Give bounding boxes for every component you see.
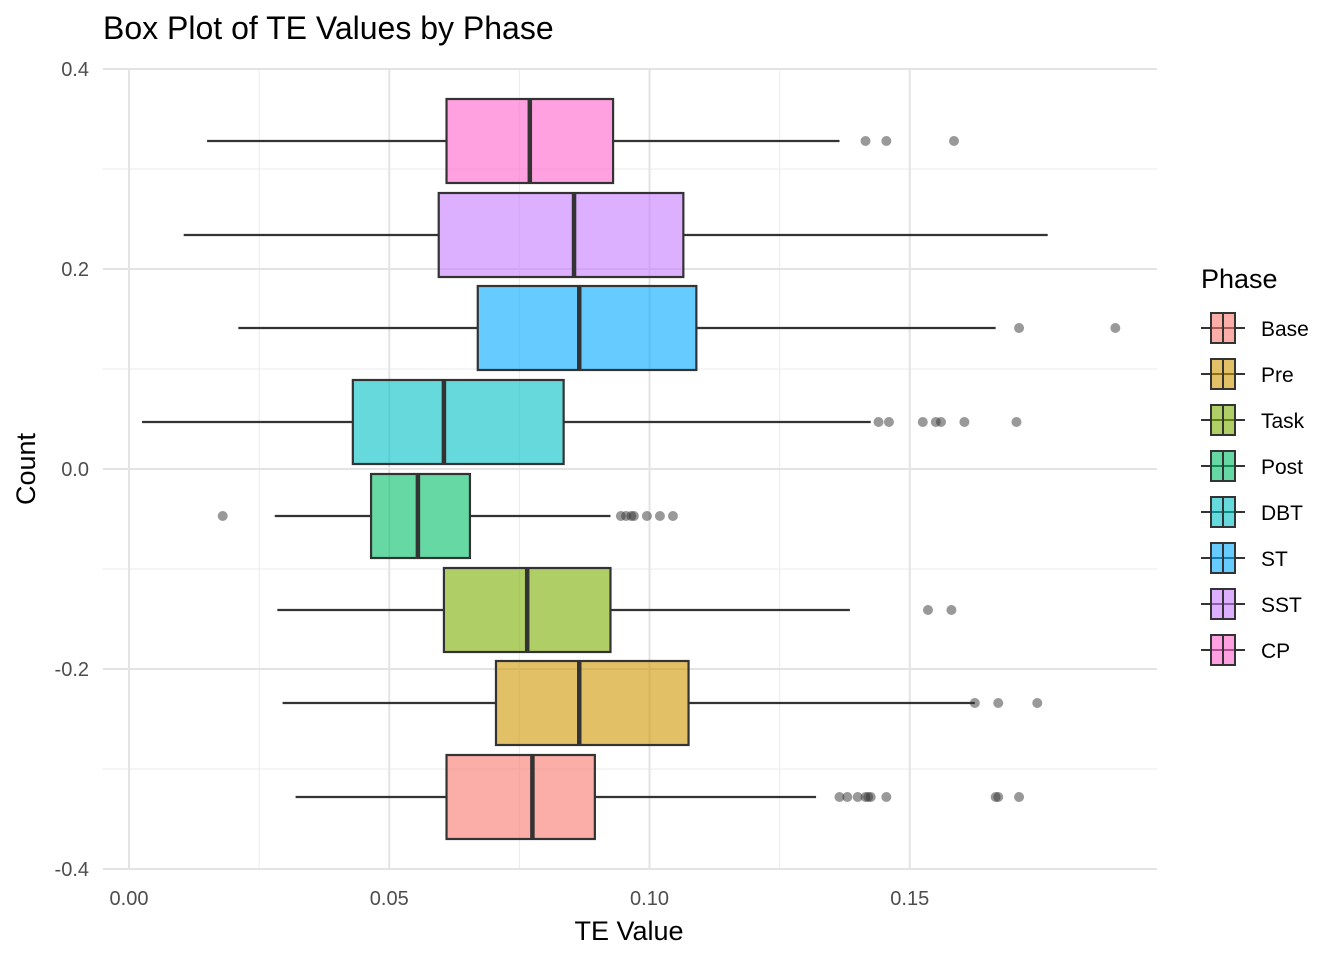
outlier-point <box>881 136 892 146</box>
y-tick-label: 0.0 <box>61 459 89 481</box>
outlier-point <box>628 511 639 521</box>
legend-item-cp: CP <box>1201 634 1290 666</box>
legend-item-sst: SST <box>1201 588 1302 620</box>
box-task <box>277 566 957 654</box>
legend-item-post: Post <box>1201 450 1303 482</box>
box-sst <box>183 191 1048 279</box>
outlier-point <box>654 511 665 521</box>
chart-title: Box Plot of TE Values by Phase <box>103 10 554 46</box>
outlier-point <box>873 417 884 427</box>
box-pre <box>282 659 1043 747</box>
outlier-point <box>641 511 652 521</box>
outlier-point <box>969 698 980 708</box>
outlier-point <box>667 511 678 521</box>
outlier-point <box>1110 323 1121 333</box>
outlier-point <box>946 605 957 615</box>
x-tick-label: 0.00 <box>110 888 149 910</box>
outlier-point <box>935 417 946 427</box>
legend-item-dbt: DBT <box>1201 496 1303 528</box>
outlier-point <box>217 511 228 521</box>
box-iqr <box>476 284 698 372</box>
outlier-point <box>917 417 928 427</box>
legend-label: Pre <box>1261 364 1294 387</box>
box-iqr <box>437 191 685 279</box>
y-tick-label: -0.2 <box>55 659 89 681</box>
x-tick-label: 0.15 <box>890 888 929 910</box>
box-iqr <box>369 472 472 560</box>
legend-label: DBT <box>1261 502 1303 525</box>
ticks: 0.00 0.05 0.10 0.15 0.4 0.2 0.0 -0.2 -0.4 <box>55 59 930 910</box>
outlier-point <box>1014 323 1025 333</box>
outlier-point <box>842 792 853 802</box>
outlier-point <box>860 136 871 146</box>
box-base <box>295 753 1025 841</box>
outlier-point <box>1032 698 1043 708</box>
legend-label: Post <box>1261 456 1303 479</box>
outlier-point <box>949 136 960 146</box>
outlier-point <box>993 792 1004 802</box>
outlier-point <box>852 792 863 802</box>
outlier-point <box>993 698 1004 708</box>
outlier-point <box>865 792 876 802</box>
outlier-point <box>834 792 845 802</box>
box-dbt <box>142 378 1022 466</box>
legend-label: CP <box>1261 640 1290 663</box>
boxes <box>142 97 1121 841</box>
x-tick-label: 0.10 <box>630 888 669 910</box>
x-tick-label: 0.05 <box>370 888 409 910</box>
legend-label: SST <box>1261 594 1302 617</box>
legend-item-pre: Pre <box>1201 358 1294 390</box>
y-tick-label: -0.4 <box>55 859 89 881</box>
legend-label: Task <box>1261 410 1305 433</box>
legend-label: Base <box>1261 318 1309 341</box>
box-iqr <box>494 659 690 747</box>
y-axis-title: Count <box>11 432 41 505</box>
legend-item-st: ST <box>1201 542 1288 574</box>
y-tick-label: 0.2 <box>61 259 89 281</box>
outlier-point <box>883 417 894 427</box>
box-st <box>238 284 1121 372</box>
legend-item-task: Task <box>1201 404 1305 436</box>
box-post <box>217 472 678 560</box>
x-axis-title: TE Value <box>574 916 683 946</box>
box-iqr <box>445 753 596 841</box>
outlier-point <box>1014 792 1025 802</box>
y-tick-label: 0.4 <box>61 59 89 81</box>
outlier-point <box>881 792 892 802</box>
grid <box>103 68 1157 870</box>
legend-label: ST <box>1261 548 1288 571</box>
outlier-point <box>959 417 970 427</box>
legend-title: Phase <box>1201 264 1278 294</box>
outlier-point <box>922 605 933 615</box>
box-iqr <box>351 378 565 466</box>
legend: Phase Base Pre Task Post DBT ST SST CP <box>1201 264 1309 666</box>
box-cp <box>207 97 960 185</box>
outlier-point <box>1011 417 1022 427</box>
legend-item-base: Base <box>1201 312 1309 344</box>
